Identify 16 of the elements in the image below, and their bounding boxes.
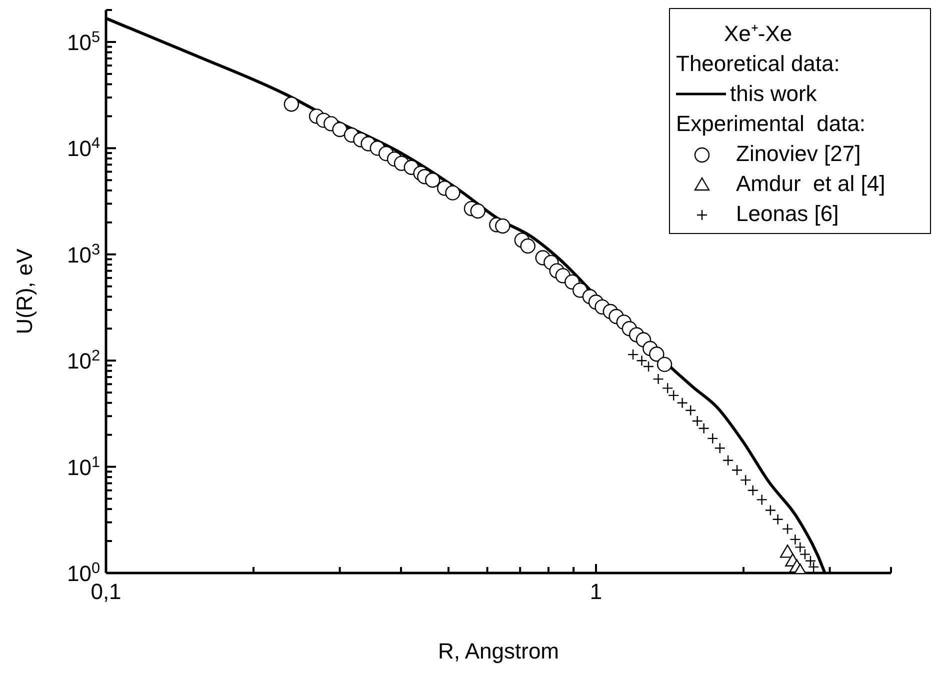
- y-tick-label: 10$^{5}$: [66, 28, 100, 55]
- y-tick-label: 10$^{2}$: [66, 347, 100, 374]
- y-tick-label: 10$^{3}$: [66, 240, 100, 268]
- legend-label: Amdur et al [4]: [736, 170, 886, 198]
- legend-label: Zinoviev [27]: [736, 140, 861, 168]
- y-tick-label: 10$^{4}$: [66, 134, 100, 162]
- y-axis-title: U(R), eV: [12, 248, 37, 334]
- annotation: Experimental data:: [676, 110, 867, 138]
- legend-label: this work: [730, 80, 817, 108]
- x-axis-title: R, Angstrom: [438, 638, 560, 664]
- x-tick-label: 1: [590, 579, 602, 604]
- y-tick-label: 10$^{1}$: [66, 453, 100, 480]
- legend-title: Xe⁺-Xe: [723, 20, 794, 48]
- x-tick-label: 0,1: [90, 579, 122, 604]
- annotation: Theoretical data:: [676, 50, 841, 78]
- legend-label: Leonas [6]: [736, 200, 839, 228]
